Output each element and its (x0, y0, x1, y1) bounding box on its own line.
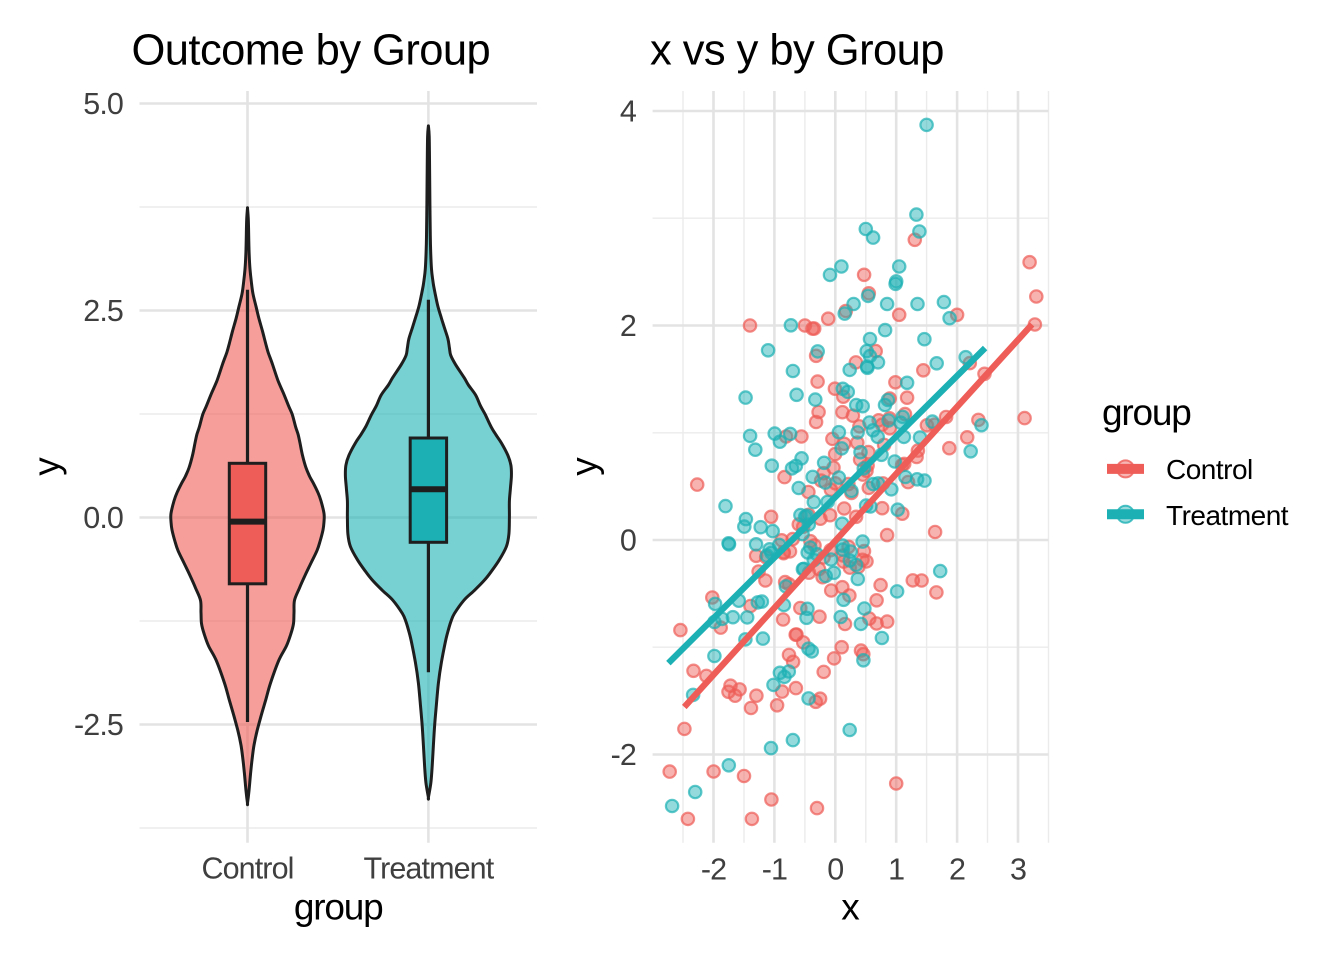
svg-text:2.5: 2.5 (83, 294, 123, 328)
svg-text:Treatment: Treatment (1166, 500, 1289, 531)
svg-text:group: group (294, 887, 383, 928)
svg-text:x vs y by Group: x vs y by Group (650, 27, 944, 75)
svg-text:0: 0 (620, 524, 636, 558)
svg-text:2: 2 (620, 309, 636, 343)
svg-text:0: 0 (827, 853, 843, 887)
svg-text:5.0: 5.0 (83, 87, 123, 121)
svg-text:4: 4 (620, 95, 637, 129)
svg-text:-2: -2 (611, 738, 636, 772)
svg-text:Outcome by Group: Outcome by Group (132, 27, 491, 75)
svg-text:group: group (1102, 392, 1191, 433)
svg-text:3: 3 (1010, 853, 1026, 887)
svg-text:-1: -1 (762, 853, 787, 887)
svg-text:y: y (26, 457, 67, 476)
svg-text:-2.5: -2.5 (74, 708, 123, 742)
svg-text:0.0: 0.0 (83, 501, 123, 535)
svg-text:Treatment: Treatment (364, 852, 495, 886)
svg-text:2: 2 (949, 853, 965, 887)
svg-text:1: 1 (888, 853, 904, 887)
svg-text:Control: Control (1166, 454, 1253, 485)
svg-text:x: x (841, 887, 860, 928)
svg-text:Control: Control (201, 852, 293, 886)
svg-text:y: y (564, 457, 605, 476)
svg-text:-2: -2 (701, 853, 726, 887)
